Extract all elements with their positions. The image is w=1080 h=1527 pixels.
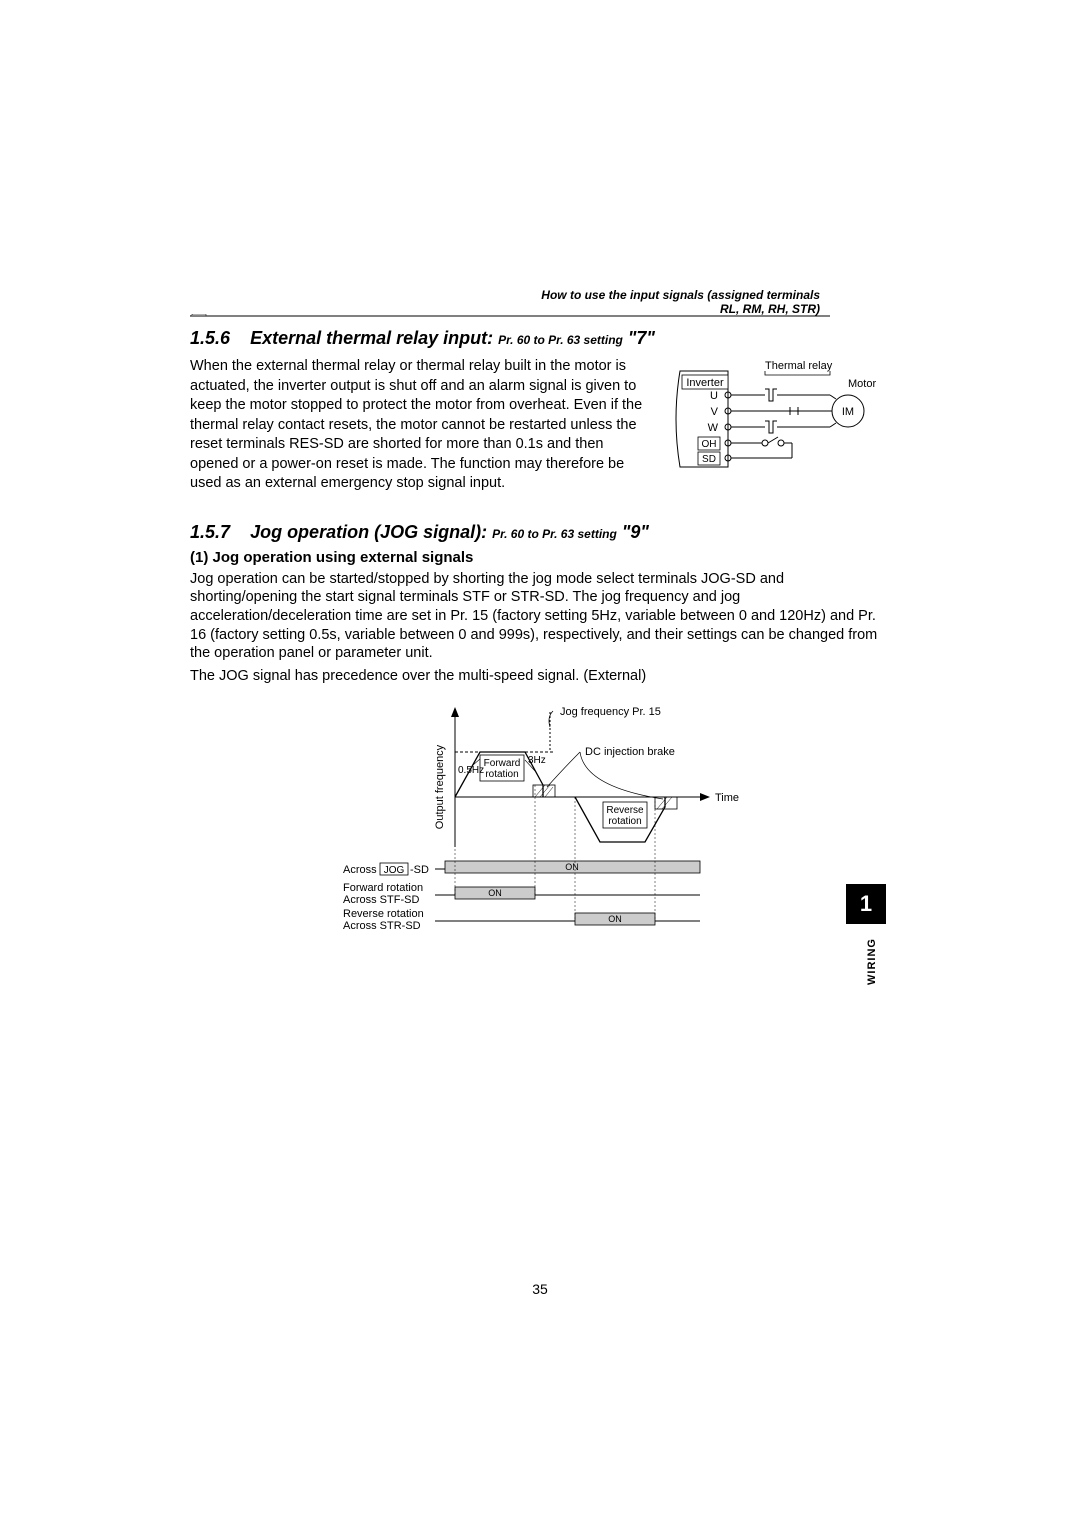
- page-container: How to use the input signals (assigned t…: [0, 0, 1080, 1527]
- header-rule-icon: [190, 314, 830, 322]
- inverter-label: Inverter: [686, 377, 724, 389]
- section-157-title: Jog operation (JOG signal):: [250, 522, 487, 542]
- header-line1: How to use the input signals (assigned t…: [541, 288, 820, 302]
- svg-text:Thermal relay: Thermal relay: [765, 360, 833, 372]
- svg-text:Across STR-SD: Across STR-SD: [343, 920, 421, 932]
- section-156-number: 1.5.6: [190, 328, 230, 348]
- svg-text:Motor: Motor: [848, 378, 876, 390]
- svg-text:Across STF-SD: Across STF-SD: [343, 894, 419, 906]
- page-number: 35: [532, 1281, 548, 1297]
- svg-text:ON: ON: [488, 888, 502, 898]
- svg-text:-SD: -SD: [410, 864, 429, 876]
- svg-text:ON: ON: [565, 862, 579, 872]
- svg-text:Forward: Forward: [484, 758, 521, 769]
- svg-text:Jog frequency Pr. 15: Jog frequency Pr. 15: [560, 706, 661, 718]
- section-156-heading: 1.5.6 External thermal relay input: Pr. …: [190, 328, 890, 349]
- section-157-setting: "9": [622, 522, 649, 542]
- thermal-relay-diagram: Inverter U V W OH SD Thermal relay: [670, 357, 890, 487]
- svg-text:IM: IM: [842, 406, 854, 418]
- chapter-tab: 1: [846, 884, 886, 924]
- header-breadcrumb: How to use the input signals (assigned t…: [541, 288, 820, 317]
- chapter-number: 1: [860, 891, 872, 917]
- section-156-twocol: When the external thermal relay or therm…: [190, 357, 890, 494]
- svg-text:Output frequency: Output frequency: [434, 745, 446, 830]
- svg-text:Time: Time: [715, 792, 739, 804]
- svg-text:U: U: [710, 390, 718, 402]
- chapter-label: WIRING: [866, 938, 878, 985]
- svg-text:ON: ON: [608, 914, 622, 924]
- svg-text:Reverse rotation: Reverse rotation: [343, 908, 424, 920]
- svg-text:Forward rotation: Forward rotation: [343, 882, 423, 894]
- svg-text:Reverse: Reverse: [606, 805, 644, 816]
- section-156-subtitle: Pr. 60 to Pr. 63 setting: [498, 333, 623, 347]
- svg-text:0.5Hz: 0.5Hz: [458, 765, 484, 776]
- section-157-body1: Jog operation can be started/stopped by …: [190, 570, 890, 663]
- svg-text:DC injection brake: DC injection brake: [585, 746, 675, 758]
- svg-text:OH: OH: [702, 439, 717, 450]
- svg-text:SD: SD: [702, 454, 716, 465]
- section-157-heading: 1.5.7 Jog operation (JOG signal): Pr. 60…: [190, 522, 890, 543]
- svg-text:rotation: rotation: [485, 769, 518, 780]
- section-157-subheading: (1) Jog operation using external signals: [190, 549, 890, 566]
- svg-text:Across: Across: [343, 864, 377, 876]
- section-157-subtitle: Pr. 60 to Pr. 63 setting: [492, 527, 617, 541]
- section-157-body2: The JOG signal has precedence over the m…: [190, 667, 890, 686]
- section-156-setting: "7": [628, 328, 655, 348]
- svg-text:W: W: [708, 422, 719, 434]
- section-156-title: External thermal relay input:: [250, 328, 493, 348]
- svg-text:JOG: JOG: [384, 865, 405, 876]
- svg-text:rotation: rotation: [608, 816, 641, 827]
- svg-text:3Hz: 3Hz: [528, 755, 546, 766]
- section-156-body: When the external thermal relay or therm…: [190, 357, 654, 494]
- svg-text:V: V: [711, 406, 719, 418]
- jog-timing-diagram: Output frequency Time Jog frequency Pr. …: [325, 697, 755, 957]
- section-157-number: 1.5.7: [190, 522, 230, 542]
